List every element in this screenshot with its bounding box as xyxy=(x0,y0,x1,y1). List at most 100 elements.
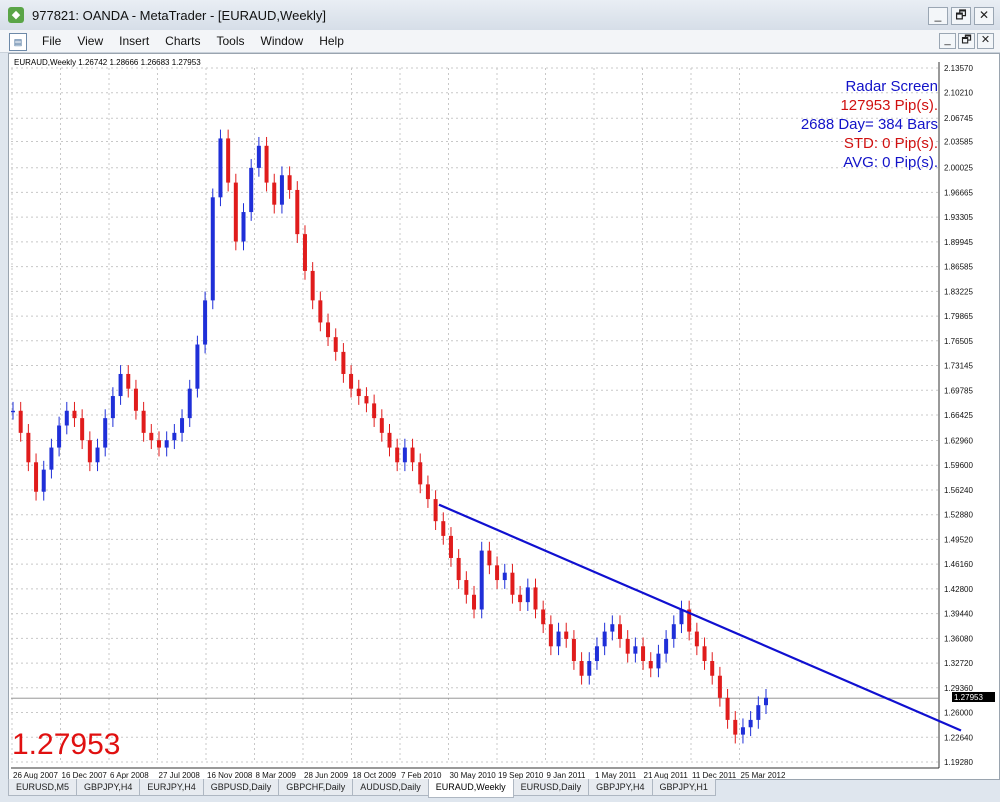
y-tick-label: 1.29360 xyxy=(944,684,973,693)
chart-document-icon[interactable]: ▤ xyxy=(9,33,27,51)
tab-gbpusd-daily[interactable]: GBPUSD,Daily xyxy=(202,779,280,796)
radar-std: STD: 0 Pip(s). xyxy=(844,135,938,152)
y-tick-label: 1.62960 xyxy=(944,437,973,446)
price-candle xyxy=(410,447,415,463)
price-candle xyxy=(594,646,599,662)
restore-button[interactable]: 🗗 xyxy=(951,7,971,25)
y-tick-label: 1.83225 xyxy=(944,287,973,296)
price-candle xyxy=(633,646,638,654)
tab-gbpjpy-h4[interactable]: GBPJPY,H4 xyxy=(76,779,141,796)
price-candle xyxy=(287,175,292,190)
y-tick-label: 1.46160 xyxy=(944,560,973,569)
menu-view[interactable]: View xyxy=(77,34,104,48)
price-candle xyxy=(256,145,261,168)
tab-euraud-weekly[interactable]: EURAUD,Weekly xyxy=(427,779,514,798)
trendline[interactable] xyxy=(438,503,962,732)
menu-charts[interactable]: Charts xyxy=(165,34,201,48)
price-candle xyxy=(433,499,438,522)
price-candle xyxy=(579,661,584,676)
x-tick-label: 8 Mar 2009 xyxy=(256,771,297,779)
price-candle xyxy=(748,719,753,728)
price-candle xyxy=(72,410,77,419)
tab-eurusd-m5[interactable]: EURUSD,M5 xyxy=(8,779,78,796)
price-candle xyxy=(418,462,423,485)
price-candle xyxy=(487,550,492,566)
price-candle xyxy=(156,440,161,448)
price-candle xyxy=(172,432,177,441)
y-tick-label: 1.96665 xyxy=(944,188,973,197)
price-candle xyxy=(648,661,653,669)
price-candle xyxy=(110,396,115,419)
window-controls: _ 🗗 ✕ xyxy=(928,7,994,25)
y-tick-label: 1.79865 xyxy=(944,312,973,321)
price-candle xyxy=(518,594,523,603)
y-tick-label: 1.26000 xyxy=(944,709,973,718)
price-candle xyxy=(702,646,707,662)
close-button[interactable]: ✕ xyxy=(974,7,994,25)
price-candle xyxy=(356,388,361,397)
price-candle xyxy=(402,447,407,463)
minimize-button[interactable]: _ xyxy=(928,7,948,25)
price-candle xyxy=(249,167,254,213)
menu-tools[interactable]: Tools xyxy=(216,34,245,48)
tab-gbpchf-daily[interactable]: GBPCHF,Daily xyxy=(278,779,354,796)
price-candle xyxy=(349,373,354,389)
x-tick-label: 30 May 2010 xyxy=(450,771,497,779)
price-candle xyxy=(364,396,369,404)
price-candle xyxy=(203,300,208,345)
tab-audusd-daily[interactable]: AUDUSD,Daily xyxy=(352,779,429,796)
x-tick-label: 11 Dec 2011 xyxy=(692,771,737,779)
radar-bars: 2688 Day= 384 Bars xyxy=(801,116,938,133)
price-candle xyxy=(379,418,384,433)
price-candle xyxy=(725,697,730,720)
x-tick-label: 18 Oct 2009 xyxy=(353,771,397,779)
tab-eurjpy-h4[interactable]: EURJPY,H4 xyxy=(139,779,204,796)
chart-header-info: EURAUD,Weekly 1.26742 1.28666 1.26683 1.… xyxy=(14,58,201,67)
price-candle xyxy=(57,425,62,448)
y-tick-label: 1.76505 xyxy=(944,337,973,346)
radar-avg: AVG: 0 Pip(s). xyxy=(843,154,938,171)
menu-window[interactable]: Window xyxy=(260,34,304,48)
tab-gbpjpy-h1[interactable]: GBPJPY,H1 xyxy=(651,779,716,796)
y-tick-label: 1.59600 xyxy=(944,461,973,470)
menu-file[interactable]: File xyxy=(42,34,62,48)
price-candle xyxy=(571,638,576,662)
price-candle xyxy=(625,638,630,654)
chart-restore-button[interactable]: 🗗 xyxy=(958,33,975,49)
price-candle xyxy=(341,351,346,374)
chart-area[interactable]: EURAUD,Weekly 1.26742 1.28666 1.26683 1.… xyxy=(8,53,1000,780)
price-candle xyxy=(80,418,85,441)
x-tick-label: 27 Jul 2008 xyxy=(159,771,201,779)
price-candle xyxy=(587,661,592,676)
y-tick-label: 2.10210 xyxy=(944,89,973,98)
y-tick-label: 1.86585 xyxy=(944,263,973,272)
current-price-label: 1.27953 xyxy=(954,693,983,702)
price-candle xyxy=(717,675,722,698)
price-candle xyxy=(387,432,392,448)
price-chart[interactable]: EURAUD,Weekly 1.26742 1.28666 1.26683 1.… xyxy=(9,54,999,779)
y-tick-label: 1.42800 xyxy=(944,585,973,594)
y-tick-label: 1.19280 xyxy=(944,758,973,767)
price-candle xyxy=(602,631,607,647)
price-candle xyxy=(302,234,307,271)
price-candle xyxy=(333,337,338,352)
price-candle xyxy=(103,418,108,448)
menu-insert[interactable]: Insert xyxy=(119,34,150,48)
y-tick-label: 1.52880 xyxy=(944,511,973,520)
chart-minimize-button[interactable]: _ xyxy=(939,33,956,49)
price-candle xyxy=(610,624,615,632)
price-candle xyxy=(495,565,500,581)
y-tick-label: 1.89945 xyxy=(944,238,973,247)
y-tick-label: 2.06745 xyxy=(944,114,973,123)
radar-pips: 127953 Pip(s). xyxy=(840,97,938,114)
price-candle xyxy=(326,322,331,338)
chart-close-button[interactable]: ✕ xyxy=(977,33,994,49)
tab-eurusd-daily[interactable]: EURUSD,Daily xyxy=(512,779,590,796)
y-tick-label: 1.93305 xyxy=(944,213,973,222)
y-tick-label: 1.36080 xyxy=(944,634,973,643)
price-candle xyxy=(310,270,315,301)
price-candle xyxy=(425,484,430,500)
price-candle xyxy=(448,535,453,558)
menu-help[interactable]: Help xyxy=(319,34,344,48)
tab-gbpjpy-h4-2[interactable]: GBPJPY,H4 xyxy=(588,779,653,796)
